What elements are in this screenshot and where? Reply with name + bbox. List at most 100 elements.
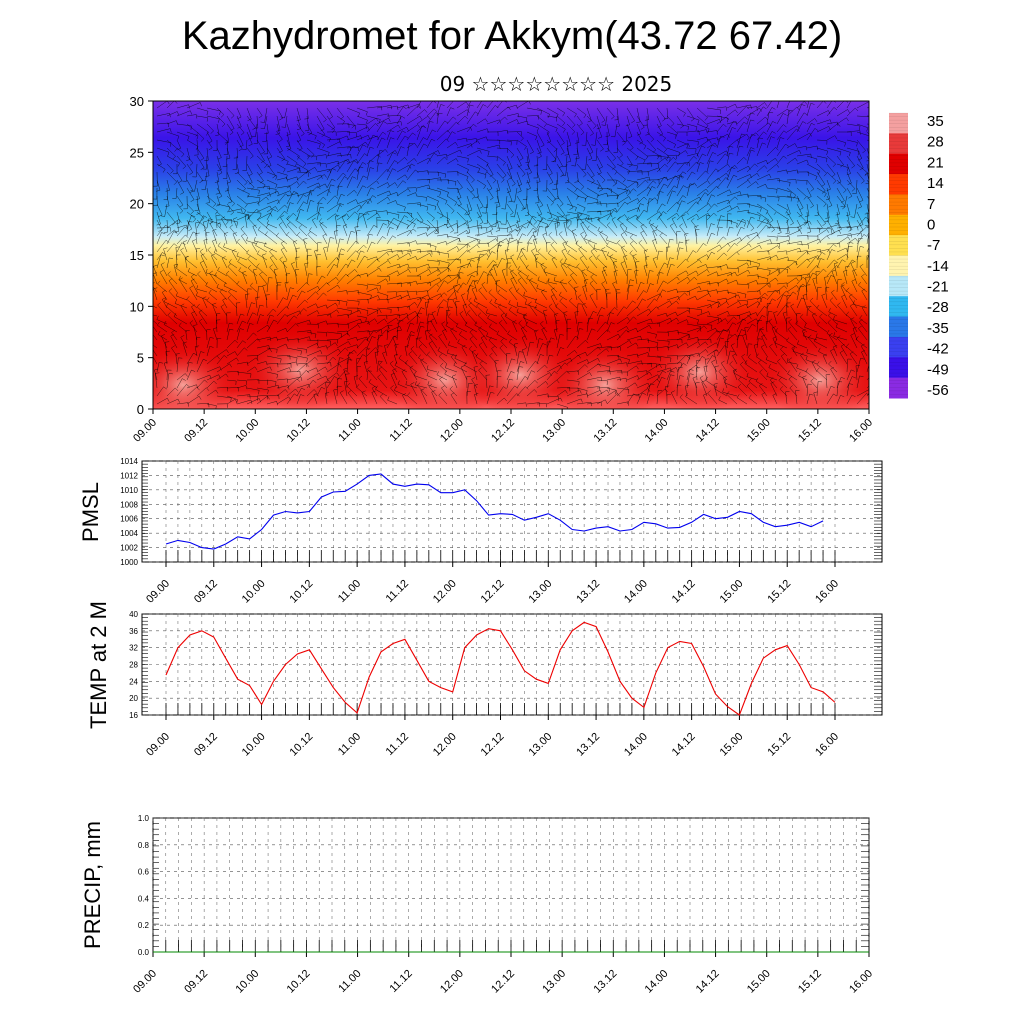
wind-barb	[741, 353, 748, 365]
wind-barb	[596, 314, 604, 325]
wind-barb	[706, 118, 722, 125]
x-tick-label: 10.00	[240, 578, 268, 606]
wind-barb	[811, 360, 818, 373]
wind-barb	[756, 224, 770, 237]
x-tick-label: 11.12	[384, 731, 411, 758]
wind-barb	[806, 171, 818, 181]
wind-barb	[536, 354, 545, 365]
wind-barb	[163, 361, 168, 373]
y-tick-label: 32	[129, 644, 138, 653]
wind-barb	[824, 211, 829, 223]
wind-barb	[696, 349, 709, 357]
wind-barb	[386, 254, 400, 261]
wind-barb	[416, 325, 425, 341]
wind-barb	[196, 147, 205, 161]
wind-barb	[366, 123, 379, 133]
wind-barb	[758, 383, 768, 397]
wind-barb	[178, 277, 188, 293]
wind-barb	[246, 147, 254, 159]
wind-barb	[446, 349, 458, 357]
x-tick-label: 10.00	[240, 731, 268, 759]
wind-barb	[456, 171, 469, 181]
wind-barb	[736, 179, 751, 189]
wind-barb	[366, 224, 378, 237]
wind-barb	[171, 345, 178, 357]
wind-barb	[269, 248, 278, 261]
wind-barb	[535, 187, 540, 204]
wind-barb	[849, 303, 858, 317]
wind-barb	[695, 367, 701, 381]
wind-barb	[185, 255, 198, 269]
wind-barb	[178, 322, 188, 333]
wind-barb	[686, 315, 700, 324]
wind-barb	[256, 361, 268, 366]
wind-barb	[536, 402, 547, 408]
wind-barb	[525, 321, 538, 333]
wind-barb	[223, 243, 238, 253]
wind-barb	[540, 289, 548, 301]
wind-barb	[827, 319, 838, 333]
wind-barb	[497, 289, 508, 301]
wind-barb	[418, 336, 428, 349]
x-tick-label: 12.00	[438, 968, 466, 996]
colorbar-label: 0	[927, 216, 935, 233]
wind-barb	[646, 167, 661, 173]
wind-barb	[163, 219, 169, 233]
wind-barb	[846, 226, 859, 231]
wind-barb	[616, 131, 626, 146]
wind-barb	[458, 331, 468, 341]
wind-barb	[556, 370, 570, 381]
wind-barb	[566, 335, 579, 349]
y-tick-label: 20	[129, 694, 138, 703]
wind-barb	[786, 302, 791, 317]
wind-barb	[286, 139, 292, 151]
wind-barb	[506, 179, 512, 193]
wind-barb	[586, 163, 595, 178]
wind-barb	[376, 325, 390, 333]
wind-barb	[427, 329, 438, 341]
wind-barb	[636, 203, 645, 213]
wind-barb	[616, 196, 632, 205]
wind-barb	[426, 152, 438, 165]
wind-barb	[182, 341, 188, 357]
wind-barb	[722, 388, 738, 397]
wind-barb	[580, 231, 588, 245]
wind-barb	[427, 381, 438, 389]
wind-barb	[276, 343, 288, 349]
wind-barb	[396, 316, 410, 325]
wind-barb	[466, 270, 479, 277]
wind-barb	[800, 352, 808, 365]
y-tick-label: 1006	[120, 515, 138, 524]
wind-barb	[554, 222, 559, 237]
wind-barb	[686, 270, 699, 277]
wind-barb	[316, 202, 323, 213]
wind-barb	[588, 255, 598, 269]
wind-barb	[656, 176, 668, 189]
wind-barb	[788, 319, 798, 333]
wind-barb	[846, 203, 851, 217]
wind-barb	[796, 112, 808, 125]
wind-barb	[306, 162, 321, 167]
wind-barb	[176, 123, 192, 130]
wind-barb	[286, 361, 298, 366]
wind-barb	[806, 195, 814, 209]
wind-barb	[776, 358, 788, 373]
wind-barb	[336, 135, 349, 141]
wind-barb	[426, 313, 433, 325]
wind-barb	[696, 203, 712, 213]
x-tick-label: 14.00	[622, 578, 650, 606]
wind-barb	[466, 140, 481, 149]
wind-barb	[294, 268, 300, 285]
wind-barb	[217, 266, 228, 277]
wind-barb	[216, 355, 228, 365]
wind-barb	[224, 179, 230, 192]
wind-barb	[446, 116, 457, 125]
wind-barb	[804, 323, 818, 333]
wind-barb	[486, 235, 498, 242]
wind-barb	[586, 363, 602, 373]
colorbar-swatch	[889, 336, 908, 358]
wind-barb	[455, 322, 468, 333]
wind-barb	[436, 274, 452, 285]
wind-barb	[746, 163, 758, 173]
wind-barb	[776, 179, 791, 187]
